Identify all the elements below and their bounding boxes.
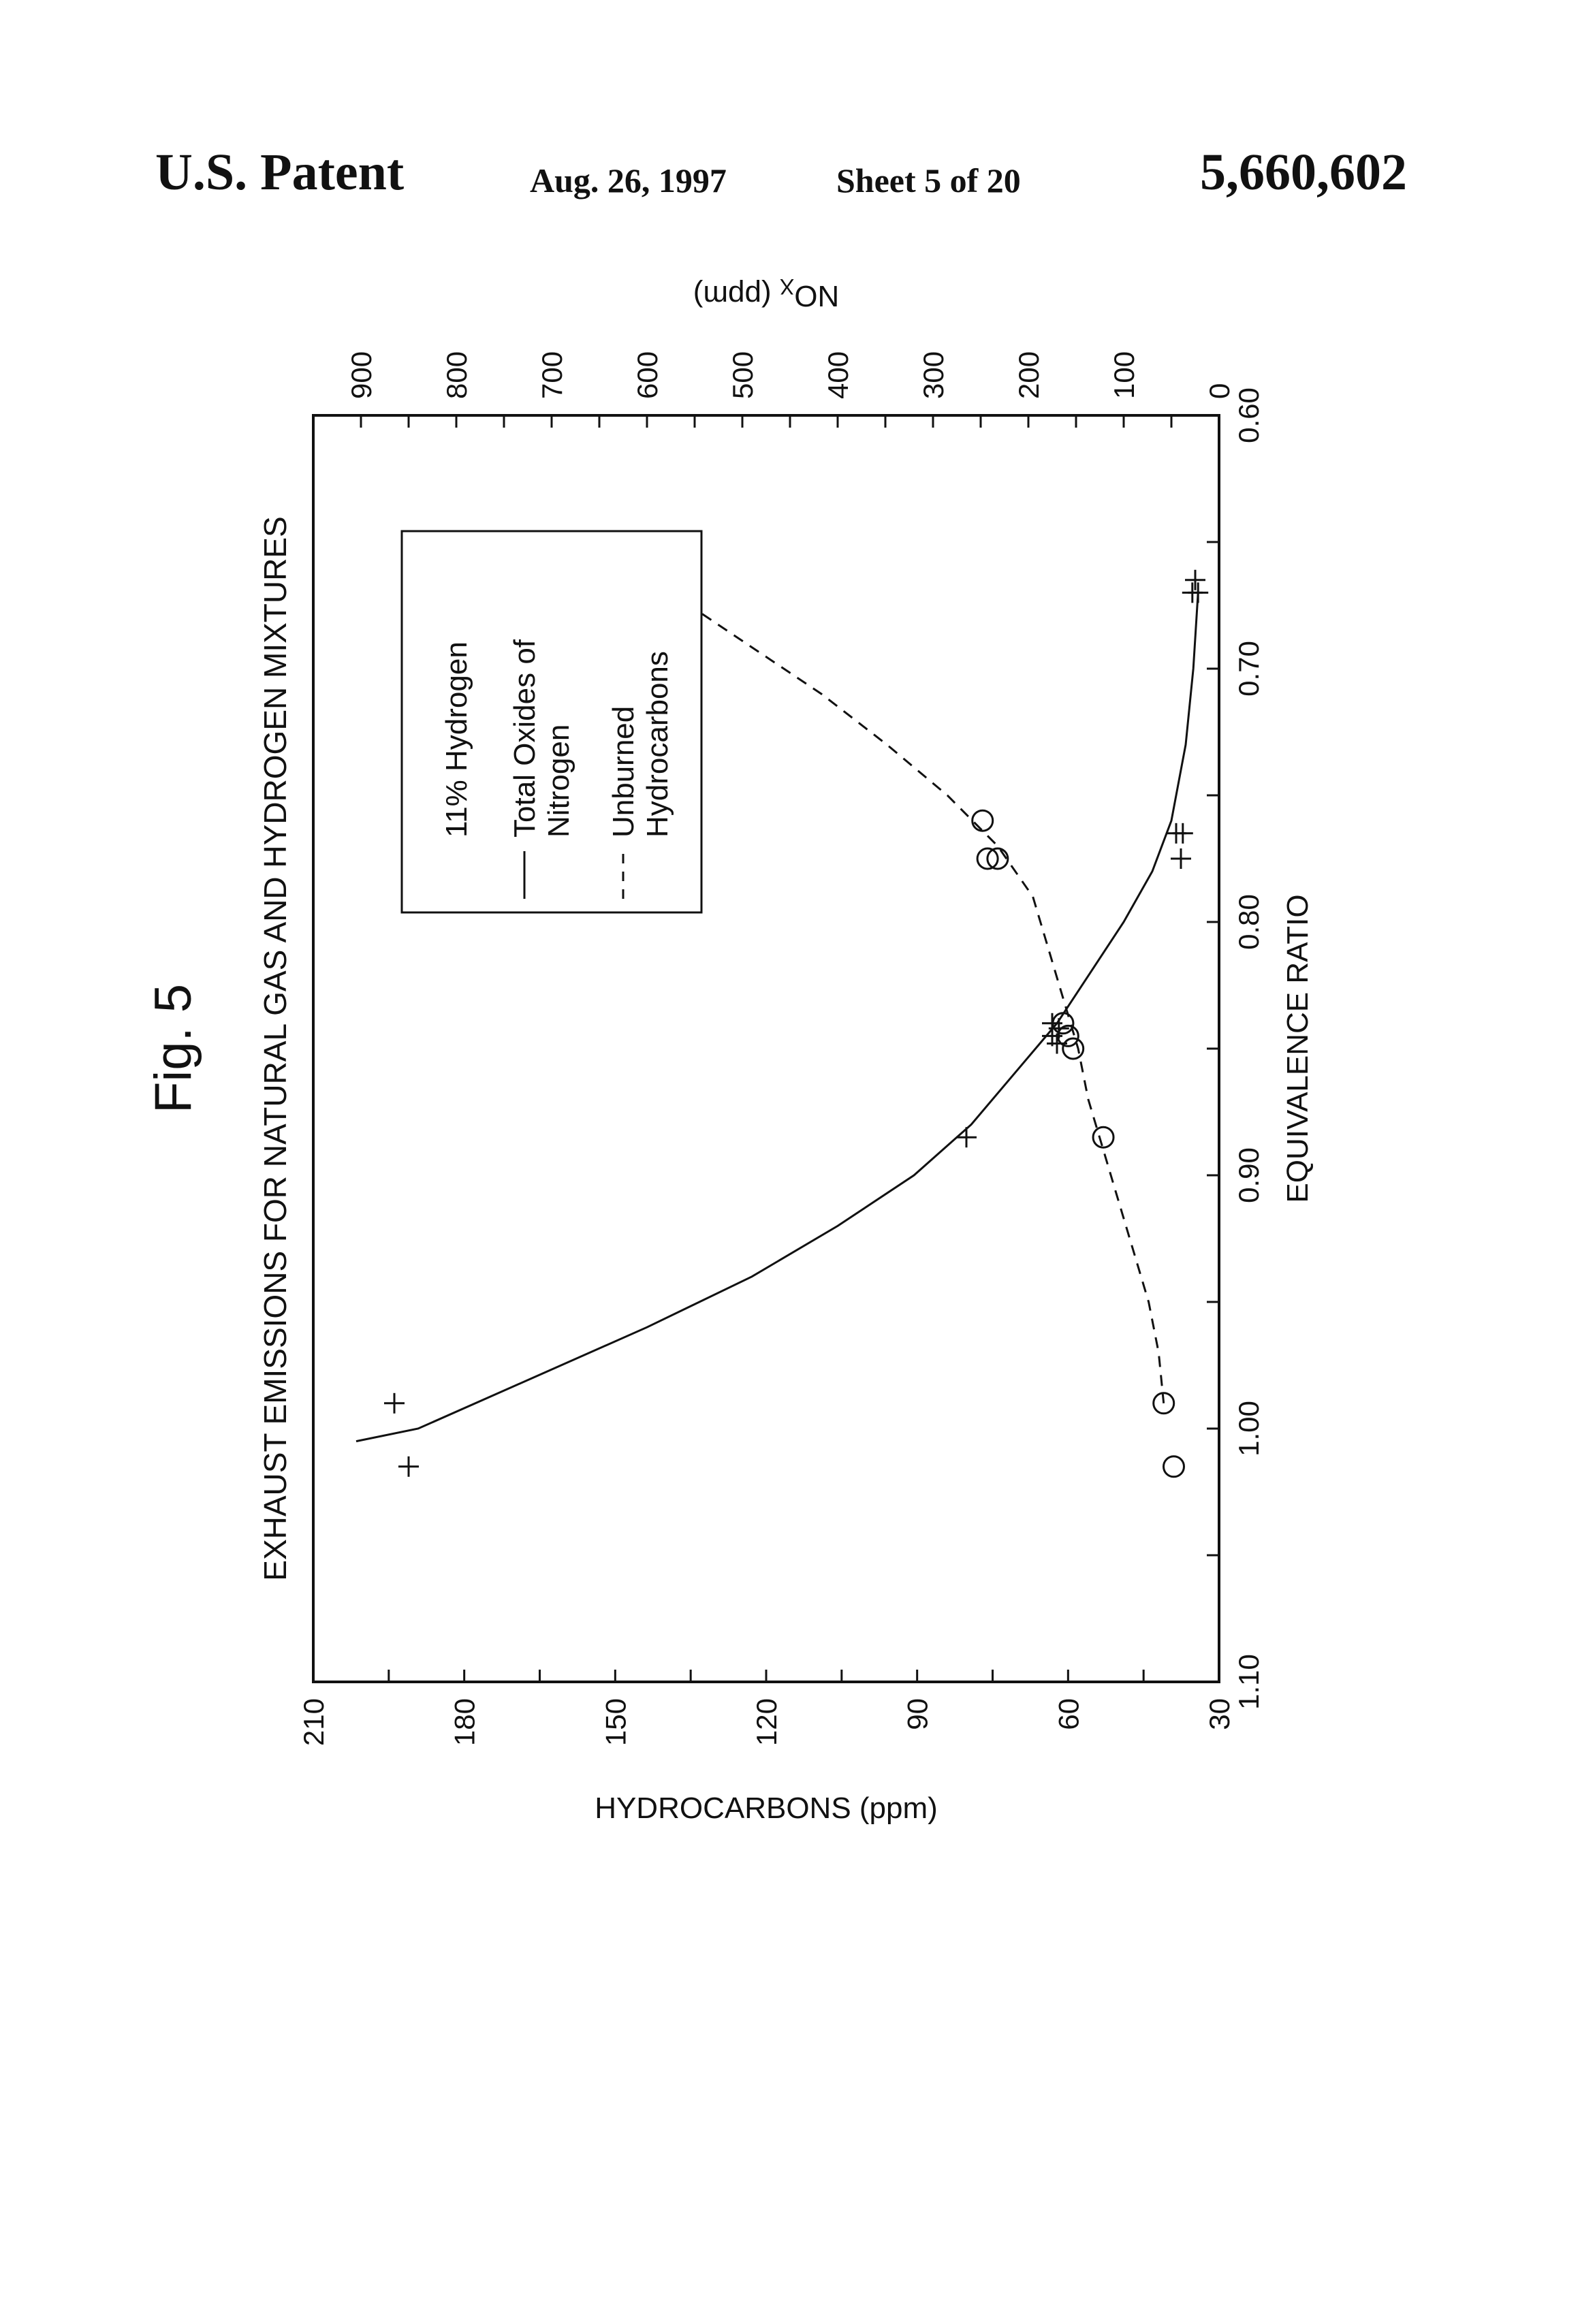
- left-tick-label: 500: [727, 351, 759, 399]
- left-axis-label: NOX (ppm): [693, 274, 839, 313]
- right-tick-label: 120: [750, 1698, 783, 1746]
- left-tick-label: 800: [441, 351, 473, 399]
- legend-entry-hc-line2: Hydrocarbons: [641, 651, 674, 838]
- left-axis-label-unit: (ppm): [693, 279, 780, 313]
- legend-entry-hc-line1: Unburned: [607, 706, 640, 838]
- right-tick-label: 210: [298, 1698, 330, 1746]
- left-tick-label: 100: [1108, 351, 1140, 399]
- legend: 11% Hydrogen Total Oxides of Nitrogen Un…: [402, 531, 701, 912]
- left-axis-label-main: NO: [794, 279, 839, 313]
- legend-entry-nox-line2: Nitrogen: [542, 725, 575, 838]
- nox-point-plus: [398, 1457, 419, 1477]
- x-tick-label: 1.00: [1233, 1401, 1265, 1457]
- right-tick-label: 150: [599, 1698, 631, 1746]
- left-tick-label: 300: [917, 351, 949, 399]
- nox-point-plus: [1182, 582, 1203, 603]
- right-tick-label: 180: [449, 1698, 481, 1746]
- right-tick-label: 90: [902, 1698, 934, 1730]
- x-axis-label: EQUIVALENCE RATIO: [1281, 894, 1314, 1203]
- hc-fit-curve: [671, 592, 1164, 1403]
- left-axis-label-sub: X: [780, 274, 794, 299]
- nox-point-plus: [1171, 848, 1191, 869]
- x-tick-label: 0.90: [1233, 1147, 1265, 1203]
- figure-label: Fig. 5: [144, 984, 202, 1113]
- left-tick-label: 900: [345, 351, 377, 399]
- left-tick-label: 600: [631, 351, 663, 399]
- right-tick-label: 30: [1203, 1698, 1235, 1730]
- hc-point-circle: [1164, 1457, 1184, 1477]
- right-axis-label: HYDROCARBONS (ppm): [595, 1792, 938, 1825]
- nox-point-plus: [956, 1127, 977, 1147]
- x-tick-label: 0.80: [1233, 894, 1265, 950]
- left-tick-label: 0: [1203, 383, 1235, 399]
- left-tick-label: 700: [536, 351, 568, 399]
- chart-title: EXHAUST EMISSIONS FOR NATURAL GAS AND HY…: [257, 516, 293, 1580]
- x-tick-label: 0.70: [1233, 641, 1265, 697]
- hc-point-circle: [1093, 1127, 1113, 1147]
- x-tick-label: 1.10: [1233, 1654, 1265, 1710]
- hc-point-circle: [973, 810, 993, 831]
- legend-title: 11% Hydrogen: [440, 641, 473, 838]
- hc-point-circle: [1063, 1038, 1084, 1059]
- x-tick-label: 0.60: [1233, 387, 1265, 443]
- nox-point-plus: [384, 1393, 405, 1414]
- nox-point-plus: [1185, 570, 1205, 590]
- right-tick-label: 60: [1052, 1698, 1084, 1730]
- legend-entry-nox-line1: Total Oxides of: [508, 639, 541, 838]
- left-tick-label: 200: [1013, 351, 1045, 399]
- chart-rotated-group: 0.60 0.70 0.80 0.90 1.00 1.10 0 100 200 300 400 500…: [144, 274, 1314, 1825]
- left-tick-label: 400: [822, 351, 854, 399]
